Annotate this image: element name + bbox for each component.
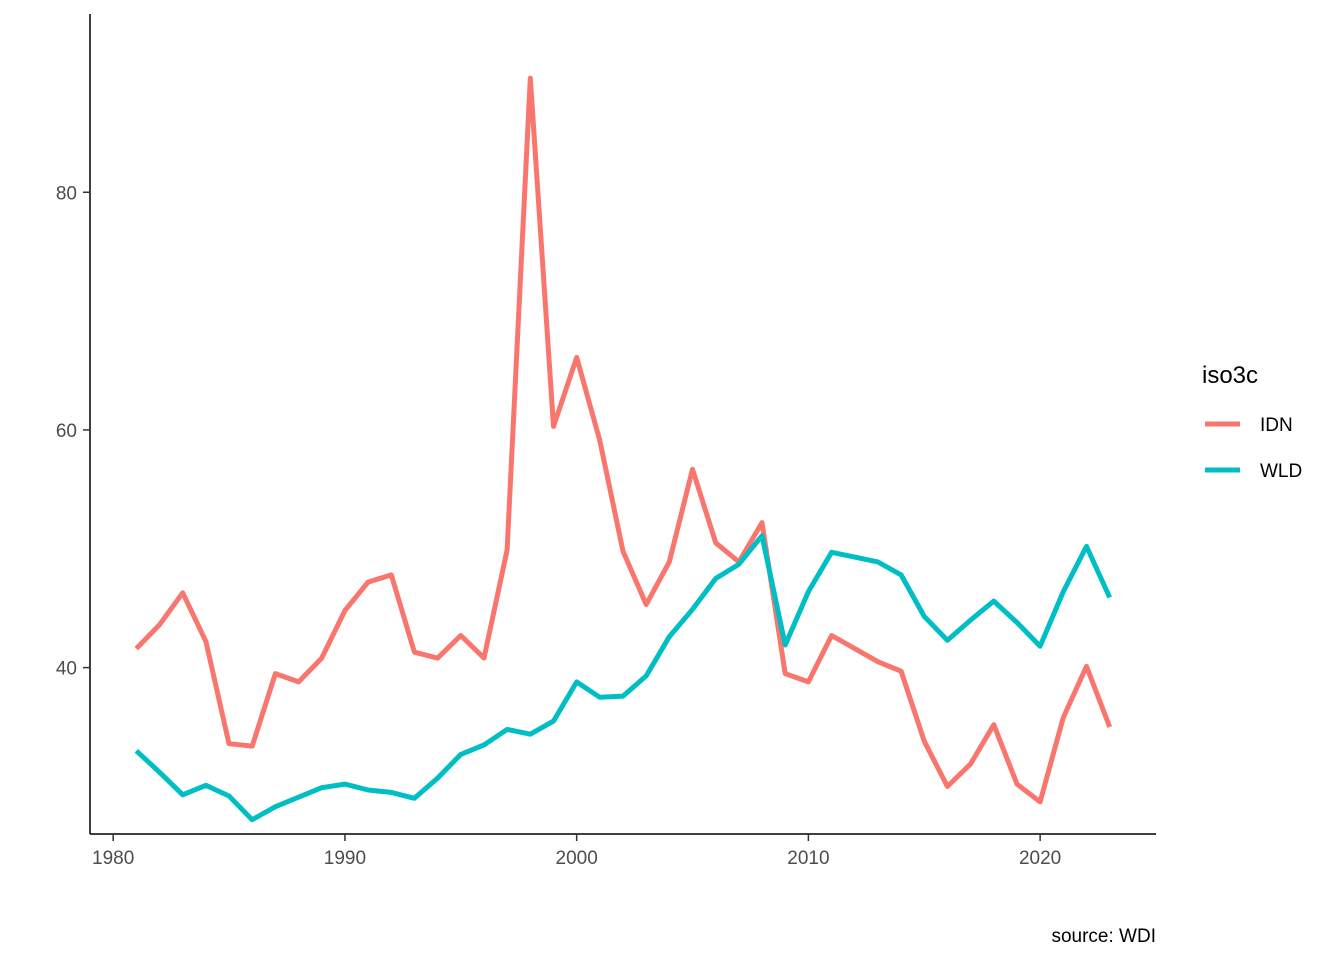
y-tick-label: 40	[56, 659, 77, 680]
chart-caption: source: WDI	[1051, 926, 1156, 947]
legend-label-wld: WLD	[1260, 461, 1302, 482]
plot-area	[134, 75, 1113, 823]
y-tick-label: 60	[56, 421, 77, 442]
x-tick-label: 2020	[1019, 848, 1061, 869]
series-line-wld	[134, 533, 1112, 823]
series-line-idn	[134, 75, 1113, 805]
legend: iso3c IDN WLD	[1202, 362, 1302, 482]
y-tick-label: 80	[56, 183, 77, 204]
x-axis-ticks: 1980 1990 2000 2010 2020	[92, 834, 1061, 869]
y-axis-ticks: 40 60 80	[56, 183, 90, 680]
legend-items: IDN WLD	[1205, 415, 1302, 482]
x-tick-label: 1980	[92, 848, 134, 869]
legend-label-idn: IDN	[1260, 415, 1293, 436]
x-tick-label: 2010	[787, 848, 829, 869]
x-tick-label: 2000	[556, 848, 598, 869]
x-tick-label: 1990	[324, 848, 366, 869]
legend-title: iso3c	[1202, 362, 1258, 389]
